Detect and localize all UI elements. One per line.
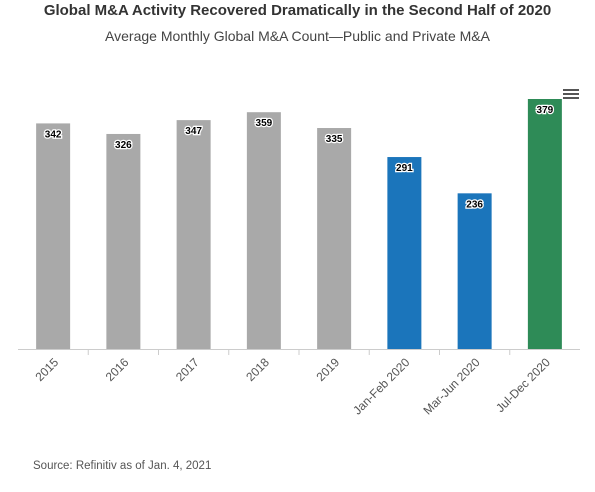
hamburger-menu-icon[interactable] [562,87,580,103]
bar-jul-dec-2020[interactable] [527,99,562,349]
data-label: 379 [537,105,554,116]
x-tick-label: 2016 [103,355,132,384]
x-tick-label: Mar-Jun 2020 [420,355,482,417]
x-tick-label: Jul-Dec 2020 [493,355,553,415]
data-label: 359 [256,118,273,129]
x-tick-label: 2015 [32,355,61,384]
source-note: Source: Refinitiv as of Jan. 4, 2021 [33,460,212,472]
data-label: 342 [45,129,62,140]
bar-mar-jun-2020[interactable] [457,193,492,349]
bar-2016[interactable] [106,133,141,349]
chart-title: Global M&A Activity Recovered Dramatical… [43,2,552,19]
x-tick-label: 2017 [173,355,202,384]
x-tick-label: 2019 [313,355,342,384]
data-label: 326 [115,140,132,151]
data-label: 335 [326,134,343,145]
bar-jan-feb-2020[interactable] [387,157,422,349]
bar-2019[interactable] [317,128,352,349]
data-label: 347 [185,126,202,137]
bar-2017[interactable] [176,120,211,349]
x-tick-label: Jan-Feb 2020 [350,355,412,417]
data-label: 236 [466,199,483,210]
bar-2015[interactable] [36,123,71,349]
data-label: 291 [396,163,413,174]
x-tick-label: 2018 [243,355,272,384]
chart-subtitle: Average Monthly Global M&A Count—Public … [105,28,490,44]
bar-2018[interactable] [246,112,281,349]
